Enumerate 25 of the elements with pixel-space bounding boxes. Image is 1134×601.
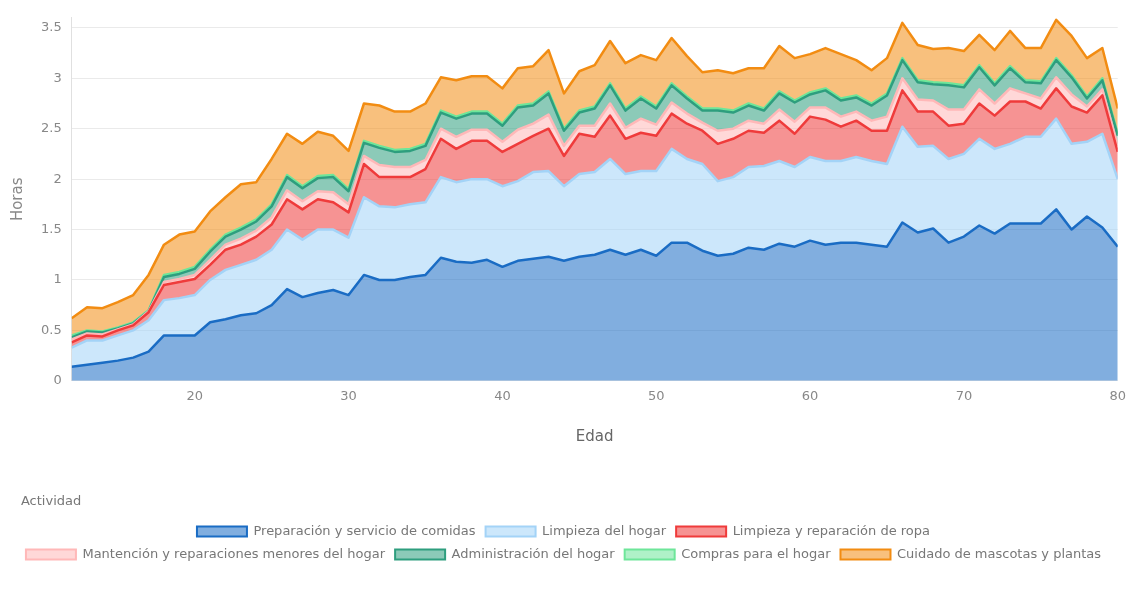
legend-label: Administración del hogar <box>451 545 616 561</box>
legend-title: Actividad <box>20 493 82 509</box>
y-axis-title: Horas <box>7 177 26 222</box>
y-tick-label: 0 <box>53 372 62 388</box>
x-tick-label: 20 <box>186 387 204 403</box>
legend-label: Limpieza y reparación de ropa <box>732 522 931 538</box>
y-tick-label: 3 <box>53 69 62 85</box>
x-tick-label: 50 <box>647 387 665 403</box>
x-tick-label: 30 <box>340 387 357 403</box>
x-tick-label: 40 <box>494 387 511 403</box>
legend-label: Limpieza del hogar <box>542 522 667 538</box>
legend-label: Cuidado de mascotas y plantas <box>896 545 1102 561</box>
x-tick-label: 60 <box>801 387 819 403</box>
y-tick-label: 2 <box>53 170 62 186</box>
legend-label: Mantención y reparaciones menores del hogar <box>82 545 386 561</box>
legend-label: Compras para el hogar <box>681 545 832 561</box>
y-tick-label: 1 <box>53 271 62 287</box>
legend-label: Preparación y servicio de comidas <box>253 522 476 538</box>
y-tick-label: 1.5 <box>40 220 62 236</box>
y-tick-label: 0.5 <box>40 321 62 337</box>
y-tick-label: 2.5 <box>40 120 62 136</box>
x-tick-label: 70 <box>955 387 973 403</box>
y-tick-label: 3.5 <box>40 19 62 35</box>
x-tick-label: 80 <box>1109 387 1126 403</box>
x-axis-title: Edad <box>575 427 614 446</box>
